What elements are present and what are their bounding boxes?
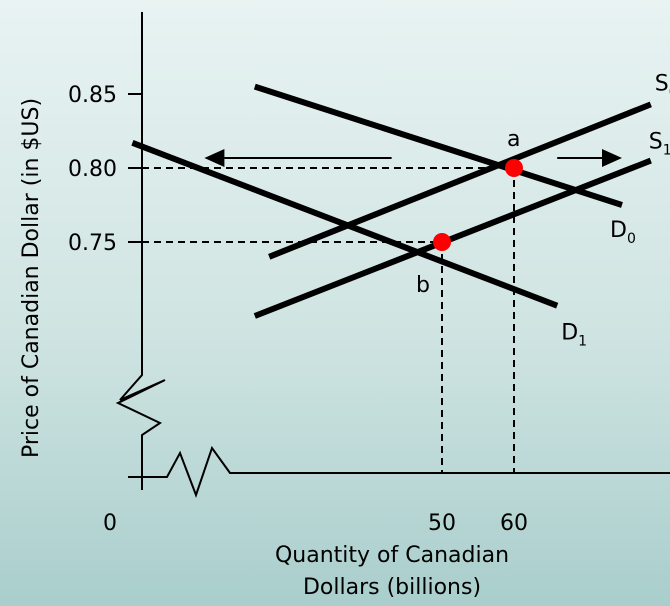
curve-s0 [268, 101, 652, 260]
labels: 0.75 0.80 0.85 50 60 0 Quantity of Canadian Dol… [19, 71, 670, 600]
curve-label-s1: S1 [649, 130, 670, 159]
equilibrium-label-b: b [416, 273, 430, 298]
equilibrium-point-b [433, 233, 451, 251]
y-axis-label: Price of Canadian Dollar (in $US) [19, 98, 44, 458]
curve-label-d1: D1 [561, 321, 587, 350]
shift-arrow-head-right [602, 149, 622, 167]
shift-arrows [204, 149, 622, 167]
curves [131, 83, 652, 319]
y-tick-label: 0.75 [68, 231, 117, 256]
curve-d0 [253, 83, 623, 208]
shift-arrow-head-left [204, 149, 225, 167]
y-axis-line [115, 12, 166, 490]
curve-label-s0: S0 [655, 71, 670, 100]
curve-d1 [131, 140, 559, 309]
equilibrium-label-a: a [507, 127, 520, 152]
x-axis-label: Dollars (billions) [303, 575, 481, 600]
y-tick-label: 0.85 [68, 83, 117, 108]
curve-label-d0: D0 [610, 218, 636, 247]
x-tick-label: 60 [500, 511, 528, 536]
curve-s1 [253, 157, 652, 319]
equilibrium-points [433, 159, 523, 251]
x-axis-label: Quantity of Canadian [275, 543, 509, 568]
axes [115, 12, 670, 498]
y-tick-label: 0.80 [68, 157, 117, 182]
equilibrium-point-a [505, 159, 523, 177]
x-origin-label: 0 [103, 511, 117, 536]
x-axis-line [128, 445, 670, 498]
x-tick-label: 50 [428, 511, 456, 536]
